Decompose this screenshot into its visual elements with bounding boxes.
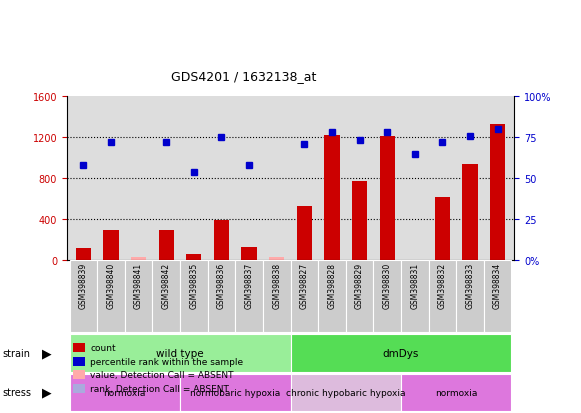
Bar — [490, 125, 505, 260]
Text: GSM398828: GSM398828 — [328, 262, 336, 308]
Text: strain: strain — [3, 348, 31, 358]
Bar — [290, 374, 401, 411]
Text: GSM398837: GSM398837 — [245, 262, 253, 309]
Bar — [152, 260, 180, 332]
Bar — [207, 260, 235, 332]
Text: value, Detection Call = ABSENT: value, Detection Call = ABSENT — [90, 370, 234, 380]
Text: percentile rank within the sample: percentile rank within the sample — [90, 357, 243, 366]
Text: GSM398836: GSM398836 — [217, 262, 226, 309]
Text: GSM398838: GSM398838 — [272, 262, 281, 309]
Text: GSM398835: GSM398835 — [189, 262, 198, 309]
Text: count: count — [90, 343, 116, 352]
Bar — [379, 137, 394, 260]
Bar — [462, 164, 478, 260]
Bar — [318, 260, 346, 332]
Text: wild type: wild type — [156, 348, 204, 358]
Text: GSM398839: GSM398839 — [79, 262, 88, 309]
Bar — [401, 260, 429, 332]
Bar — [159, 230, 174, 260]
Text: rank, Detection Call = ABSENT: rank, Detection Call = ABSENT — [90, 384, 229, 393]
Text: chronic hypobaric hypoxia: chronic hypobaric hypoxia — [286, 388, 406, 397]
Bar — [180, 260, 207, 332]
Text: GSM398829: GSM398829 — [355, 262, 364, 309]
Bar — [97, 260, 125, 332]
Bar — [429, 260, 456, 332]
Bar — [70, 374, 180, 411]
Bar — [456, 260, 484, 332]
Bar — [103, 230, 119, 260]
Bar — [374, 260, 401, 332]
Bar — [269, 257, 284, 260]
Text: GDS4201 / 1632138_at: GDS4201 / 1632138_at — [171, 70, 317, 83]
Text: ▶: ▶ — [42, 386, 51, 399]
Bar — [346, 260, 374, 332]
Bar — [297, 206, 312, 260]
Bar — [290, 335, 511, 372]
Text: GSM398832: GSM398832 — [438, 262, 447, 309]
Bar — [352, 182, 367, 260]
Text: dmDys: dmDys — [383, 348, 419, 358]
Text: GSM398831: GSM398831 — [410, 262, 419, 309]
Text: GSM398827: GSM398827 — [300, 262, 309, 309]
Text: normoxia: normoxia — [435, 388, 478, 397]
Text: GSM398833: GSM398833 — [465, 262, 475, 309]
Bar — [235, 260, 263, 332]
Text: GSM398842: GSM398842 — [162, 262, 171, 309]
Bar — [214, 221, 229, 260]
Text: ▶: ▶ — [42, 347, 51, 360]
Bar — [242, 247, 257, 260]
Bar — [290, 260, 318, 332]
Bar — [70, 335, 290, 372]
Bar — [484, 260, 511, 332]
Text: normoxia: normoxia — [103, 388, 146, 397]
Bar — [263, 260, 290, 332]
Bar — [76, 248, 91, 260]
Bar — [187, 254, 202, 260]
Bar — [324, 136, 339, 260]
Bar — [435, 198, 450, 260]
Bar — [401, 374, 511, 411]
Bar — [131, 257, 146, 260]
Text: GSM398841: GSM398841 — [134, 262, 143, 309]
Text: stress: stress — [3, 387, 32, 397]
Text: GSM398830: GSM398830 — [383, 262, 392, 309]
Bar — [180, 374, 290, 411]
Text: GSM398840: GSM398840 — [106, 262, 116, 309]
Bar — [125, 260, 152, 332]
Text: normobaric hypoxia: normobaric hypoxia — [190, 388, 281, 397]
Bar — [70, 260, 97, 332]
Text: GSM398834: GSM398834 — [493, 262, 502, 309]
